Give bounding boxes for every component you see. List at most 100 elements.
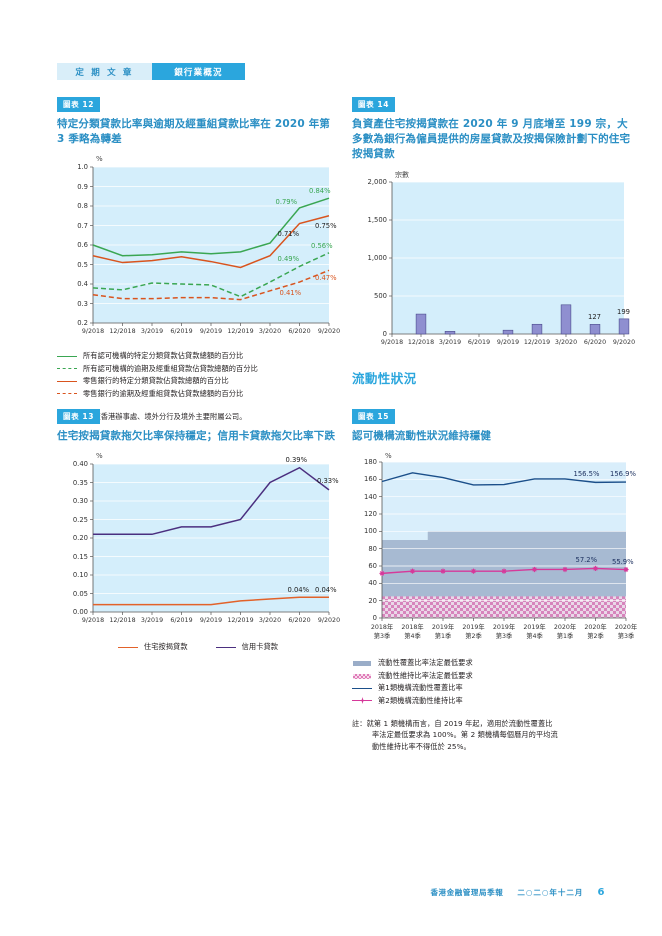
series-line-0 (93, 596, 329, 606)
chart13-svg (90, 463, 330, 615)
chart15-xtick-line: 2019年 (462, 624, 485, 631)
figure14-tag: 圖表 14 (352, 97, 396, 112)
series-line-1 (93, 466, 330, 536)
figure15-block: 圖表 15 認可機構流動性狀況維持穩健 % 0 20 40 60 80 100 120 140 1… (352, 404, 637, 752)
chart14-xtick-label: 3/2020 (555, 339, 577, 346)
chart13-ytick-label: 0.35 (72, 478, 88, 487)
chart13-xtick-line: 9/2019 (199, 617, 223, 624)
chart12-ytick-label: 0.6 (77, 241, 88, 249)
chart13-xtick-label: 9/2019 (200, 617, 222, 624)
figure12-chart: % 0.2 0.3 0.4 0.5 0.6 0.7 0.8 0.9 1.0 9/2018 12/201… (57, 155, 340, 345)
figure13-title: 住宅按揭貸款拖欠比率保持穩定；信用卡貸款拖欠比率下跌 (57, 430, 336, 442)
chart15-xtick-line: 第1季 (434, 633, 452, 640)
chart12-svg (90, 166, 330, 326)
solid-line-icon (57, 377, 77, 385)
chart13-xtick-line: 9/2020 (317, 617, 341, 624)
chart12-ytick-label: 0.9 (77, 182, 88, 191)
data-label-156.5%: 156.5% (573, 470, 600, 479)
solid-line-icon (117, 643, 138, 651)
figure15-legend: 流動性覆蓋比率法定最低要求 流動性維持比率法定最低要求 第1類機構流動性覆蓋比率 第2… (352, 658, 634, 706)
chart14-xtick-label: 3/2019 (439, 339, 461, 346)
chart15-band-1 (382, 596, 626, 618)
chart15-xtick-line: 第2季 (587, 633, 604, 640)
chart13-xtick-label: 9/2020 (318, 617, 340, 624)
data-label-127: 127 (588, 313, 601, 322)
page-footer: 香港金融管理局季報 二○二○年十二月 6 (430, 887, 605, 898)
chart14-svg (389, 181, 630, 337)
chart13-xtick-line: 3/2020 (258, 617, 282, 624)
chart15-xtick-label: 2020年 第1季 (554, 623, 576, 641)
figure15-legend-item: 第1類機構流動性覆蓋比率 (352, 683, 634, 693)
figure13-legend-item: 信用卡貸款 (215, 642, 278, 652)
chart12-xtick-label: 9/2018 (82, 328, 104, 335)
series-marker (592, 565, 599, 572)
bar-12/2018 (415, 313, 427, 335)
chart14-xtick-label: 9/2019 (497, 339, 519, 346)
figure12-legend-label: 零售銀行的逾期及經重組貸款佔貸款總額的百分比 (83, 388, 244, 398)
chart15-unit-label: % (385, 452, 392, 460)
chart12-xtick-label: 6/2020 (288, 328, 310, 335)
chart12-xtick-label: 12/2019 (227, 328, 253, 335)
chart15-ytick-label: 20 (368, 596, 377, 605)
bar-3/2020 (560, 304, 572, 335)
figure12-block: 圖表 12 特定分類貸款比率與逾期及經重組貸款比率在 2020 年第 3 季略為… (57, 92, 340, 422)
data-label-0.84%: 0.84% (309, 187, 331, 196)
liquidity-section: 流動性狀況 (352, 368, 634, 387)
chart12-ytick-label: 0.2 (77, 319, 88, 327)
chart14-ytick-label: 500 (374, 292, 387, 300)
data-label-0.49%: 0.49% (277, 255, 300, 264)
chart14-xtick-line: 6/2020 (583, 339, 607, 346)
chart14-xtick-label: 6/2019 (468, 339, 490, 346)
figure13-chart: % 0.00 0.05 0.10 0.15 0.20 0.25 0.30 0.35 0.40 9/2… (57, 452, 340, 634)
chart12-ytick-label: 0.7 (77, 221, 88, 230)
cross-marker-line-icon (352, 697, 372, 705)
chart13-xtick-label: 6/2019 (170, 617, 192, 624)
bar-9/2020 (618, 318, 630, 335)
chart14-unit-label: 宗數 (395, 171, 409, 179)
header-tab-section: 銀行業概況 (152, 63, 245, 80)
figure12-title: 特定分類貸款比率與逾期及經重組貸款比率在 2020 年第 3 季略為轉差 (57, 118, 331, 145)
data-label-0.33%: 0.33% (317, 476, 339, 485)
chart14-ytick-label: 0 (382, 330, 387, 338)
chart15-xtick-label: 2018年 第3季 (371, 623, 393, 641)
figure15-title: 認可機構流動性狀況維持穩健 (352, 430, 492, 442)
color-swatch-icon (352, 659, 372, 667)
chart15-xtick-label: 2019年 第1季 (432, 623, 454, 641)
figure14-title: 負資產住宅按揭貸款在 2020 年 9 月底增至 199 宗，大多數為銀行為僱員… (352, 118, 631, 160)
chart13-xtick-line: 6/2019 (170, 617, 193, 624)
chart12-xtick-label: 9/2020 (318, 328, 340, 335)
figure15-note-line3: 動性維持比率不得低於 25%。 (372, 741, 471, 751)
figure12-legend-label: 零售銀行的特定分類貸款佔貸款總額的百分比 (83, 376, 229, 385)
chart15-xtick-line: 2019年 (523, 624, 546, 631)
chart12-ytick-label: 1.0 (77, 163, 88, 171)
solid-line-icon (352, 684, 372, 692)
chart13-ytick-label: 0.15 (72, 552, 88, 561)
series-marker (531, 566, 538, 573)
figure15-legend-item: 第2類機構流動性維持比率 (352, 696, 634, 706)
chart14-xtick-line: 6/2019 (467, 339, 491, 346)
chart15-xtick-line: 第4季 (404, 633, 421, 640)
chart15-xtick-line: 第2季 (465, 633, 482, 640)
solid-line-icon (215, 643, 236, 651)
chart14-xtick-label: 9/2018 (381, 339, 403, 346)
chart14-xtick-label: 6/2020 (584, 339, 606, 346)
data-label-55.9%: 55.9% (612, 557, 634, 566)
chart15-xtick-line: 2018年 (370, 624, 394, 631)
chart12-xtick-label: 3/2019 (141, 328, 163, 335)
data-label-156.9%: 156.9% (610, 470, 636, 479)
chart13-xtick-line: 9/2018 (81, 617, 105, 624)
chart14-xtick-line: 3/2020 (554, 339, 578, 346)
bar-12/2019 (531, 323, 543, 335)
data-label-0.75%: 0.75% (315, 221, 337, 230)
chart15-xtick-line: 第4季 (526, 633, 543, 640)
figure15-note-line1: 就第 1 類機構而言，自 2019 年起，適用於流動性覆蓋比 (366, 718, 553, 728)
figure12-legend: 所有認可機構的特定分類貸款佔貸款總額的百分比 所有認可機構的逾期及經重組貸款佔貸款… (57, 351, 339, 399)
chart12-ytick-label: 0.5 (77, 260, 88, 269)
chart12-xtick-line: 12/2018 (109, 328, 136, 335)
chart12-xtick-line: 3/2020 (258, 328, 282, 335)
bar-6/2020 (589, 324, 601, 335)
figure15-legend-item: 流動性覆蓋比率法定最低要求 (352, 658, 634, 668)
figure12-legend-label: 所有認可機構的特定分類貸款佔貸款總額的百分比 (83, 351, 244, 360)
data-label-199: 199 (617, 307, 630, 316)
